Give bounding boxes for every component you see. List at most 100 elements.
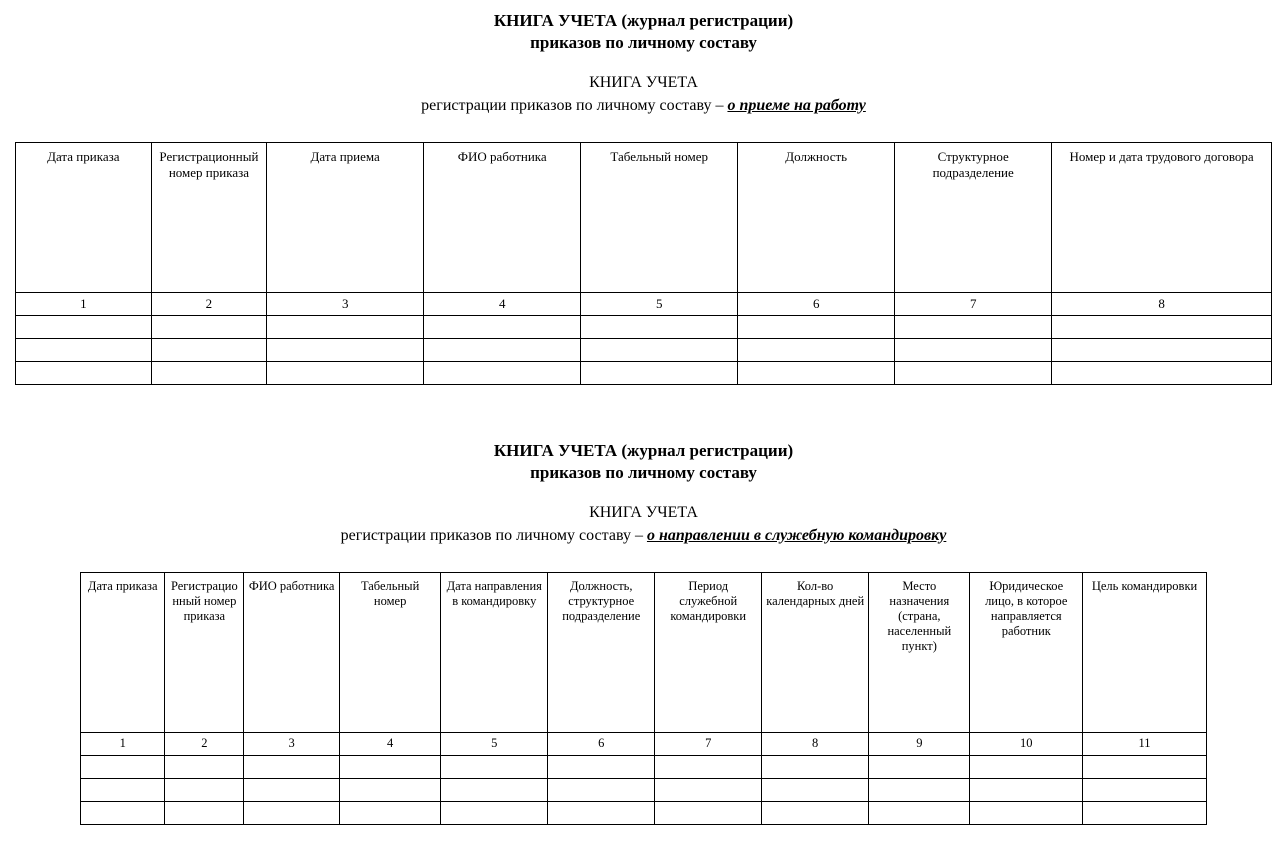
table-cell xyxy=(267,361,424,384)
main-title-2: КНИГА УЧЕТА (журнал регистрации) приказо… xyxy=(80,440,1207,484)
table-trip: Дата приказаРегистрационный номер приказ… xyxy=(80,572,1207,825)
table-cell xyxy=(165,801,244,824)
column-header: Дата приема xyxy=(267,142,424,292)
column-number: 5 xyxy=(581,292,738,315)
column-header: Табельный номер xyxy=(581,142,738,292)
table-cell xyxy=(16,361,152,384)
table-row xyxy=(16,315,1272,338)
column-header: Кол-во календарных дней xyxy=(762,572,869,732)
column-header: Должность, структурное подразделение xyxy=(548,572,655,732)
table-cell xyxy=(738,338,895,361)
table-row xyxy=(16,361,1272,384)
section-hiring: КНИГА УЧЕТА (журнал регистрации) приказо… xyxy=(15,10,1272,385)
subtitle-emph: о приеме на работу xyxy=(727,97,865,114)
table-cell xyxy=(581,361,738,384)
table-cell xyxy=(244,755,340,778)
column-header: Табельный номер xyxy=(339,572,440,732)
table-cell xyxy=(151,338,267,361)
table-cell xyxy=(869,755,970,778)
table-cell xyxy=(424,315,581,338)
column-header: Дата приказа xyxy=(81,572,165,732)
column-header: Дата направления в командировку xyxy=(441,572,548,732)
column-header: Юридическое лицо, в которое направляется… xyxy=(970,572,1083,732)
table-cell xyxy=(441,778,548,801)
table-cell xyxy=(548,755,655,778)
table-cell xyxy=(895,338,1052,361)
table-cell xyxy=(151,361,267,384)
table-cell xyxy=(738,315,895,338)
table-cell xyxy=(267,338,424,361)
table-cell xyxy=(762,755,869,778)
table-cell xyxy=(1083,778,1207,801)
table-cell xyxy=(655,755,762,778)
column-number: 8 xyxy=(1052,292,1272,315)
main-title-1: КНИГА УЧЕТА (журнал регистрации) приказо… xyxy=(15,10,1272,54)
table-cell xyxy=(16,338,152,361)
column-header: Должность xyxy=(738,142,895,292)
subtitle-prefix: регистрации приказов по личному составу … xyxy=(421,97,727,114)
table-cell xyxy=(244,778,340,801)
table-cell xyxy=(151,315,267,338)
table-cell xyxy=(655,778,762,801)
table-cell xyxy=(81,801,165,824)
column-header: ФИО работника xyxy=(244,572,340,732)
table-cell xyxy=(895,315,1052,338)
table-header-row: Дата приказаРегистрационный номер приказ… xyxy=(16,142,1272,292)
table-cell xyxy=(267,315,424,338)
column-header: ФИО работника xyxy=(424,142,581,292)
table-cell xyxy=(970,801,1083,824)
table-hiring: Дата приказаРегистрационный номер приказ… xyxy=(15,142,1272,385)
section-trip: КНИГА УЧЕТА (журнал регистрации) приказо… xyxy=(15,440,1272,825)
subtitle-2: КНИГА УЧЕТА регистрации приказов по личн… xyxy=(80,502,1207,547)
column-number: 8 xyxy=(762,732,869,755)
table-cell xyxy=(655,801,762,824)
title-block-2: КНИГА УЧЕТА (журнал регистрации) приказо… xyxy=(80,440,1207,547)
table-cell xyxy=(869,778,970,801)
table-number-row: 12345678 xyxy=(16,292,1272,315)
column-number: 11 xyxy=(1083,732,1207,755)
table-cell xyxy=(441,755,548,778)
table-cell xyxy=(970,755,1083,778)
column-number: 6 xyxy=(548,732,655,755)
table-row xyxy=(81,801,1207,824)
column-number: 4 xyxy=(424,292,581,315)
column-number: 3 xyxy=(244,732,340,755)
table-cell xyxy=(424,338,581,361)
table-cell xyxy=(895,361,1052,384)
column-number: 2 xyxy=(165,732,244,755)
table-cell xyxy=(1083,755,1207,778)
table-row xyxy=(16,338,1272,361)
table-cell xyxy=(165,778,244,801)
column-header: Регистрационный номер приказа xyxy=(165,572,244,732)
column-header: Дата приказа xyxy=(16,142,152,292)
table-cell xyxy=(738,361,895,384)
table-cell xyxy=(1052,315,1272,338)
column-header: Период служебной командировки xyxy=(655,572,762,732)
title-line2: приказов по личному составу xyxy=(530,33,757,52)
table-cell xyxy=(244,801,340,824)
title-line2: приказов по личному составу xyxy=(530,463,757,482)
table-cell xyxy=(1052,361,1272,384)
column-number: 1 xyxy=(16,292,152,315)
table-cell xyxy=(339,755,440,778)
table-cell xyxy=(1083,801,1207,824)
table-cell xyxy=(1052,338,1272,361)
column-number: 7 xyxy=(895,292,1052,315)
column-header: Цель командировки xyxy=(1083,572,1207,732)
column-number: 2 xyxy=(151,292,267,315)
table-cell xyxy=(81,778,165,801)
table-cell xyxy=(762,801,869,824)
table-cell xyxy=(165,755,244,778)
column-number: 9 xyxy=(869,732,970,755)
table-cell xyxy=(339,801,440,824)
column-number: 7 xyxy=(655,732,762,755)
subtitle-prefix: регистрации приказов по личному составу … xyxy=(341,527,647,544)
table-cell xyxy=(339,778,440,801)
table-cell xyxy=(548,801,655,824)
table-cell xyxy=(970,778,1083,801)
subtitle-1: КНИГА УЧЕТА регистрации приказов по личн… xyxy=(15,72,1272,117)
title-line1: КНИГА УЧЕТА (журнал регистрации) xyxy=(494,441,793,460)
column-number: 6 xyxy=(738,292,895,315)
table-cell xyxy=(581,315,738,338)
column-header: Регистрационный номер приказа xyxy=(151,142,267,292)
